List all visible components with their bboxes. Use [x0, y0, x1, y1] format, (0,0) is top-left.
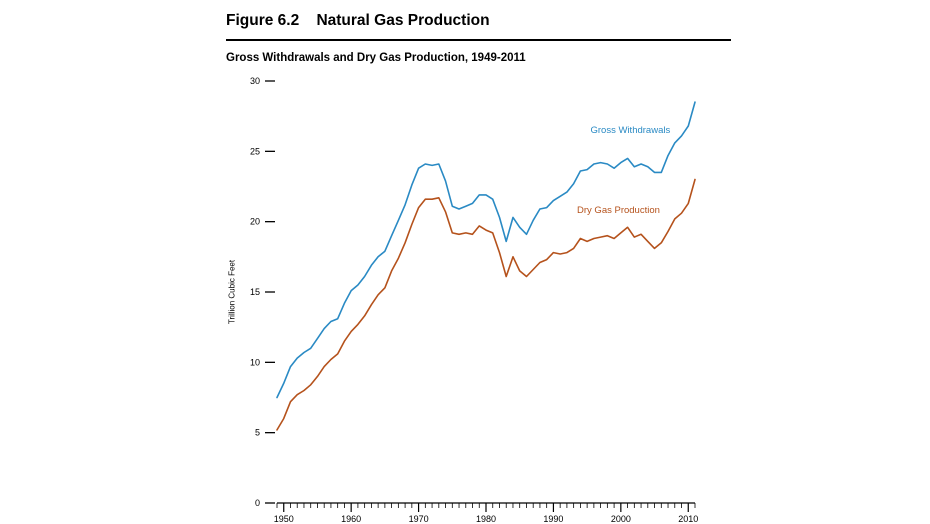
- series-line-1: [276, 178, 696, 431]
- chart-series-labels: Gross Withdrawals Dry Gas Production: [577, 125, 670, 216]
- x-tick-label: 2010: [678, 514, 698, 524]
- y-tick-label: 20: [250, 217, 260, 227]
- x-tick-label: 1950: [274, 514, 294, 524]
- x-tick-label: 1980: [476, 514, 496, 524]
- chart-title: Gross Withdrawals and Dry Gas Production…: [226, 52, 526, 64]
- figure-name: Natural Gas Production: [316, 12, 490, 29]
- title-rule: [226, 39, 731, 41]
- y-tick-label: 30: [250, 76, 260, 86]
- series-label-0: Gross Withdrawals: [591, 125, 671, 136]
- series-line-0: [276, 101, 696, 399]
- x-tick-label: 1990: [543, 514, 563, 524]
- y-tick-label: 10: [250, 357, 260, 367]
- figure-title: Figure 6.2 Natural Gas Production: [226, 12, 490, 30]
- x-tick-label: 2000: [611, 514, 631, 524]
- y-tick-label: 15: [250, 287, 260, 297]
- figure-number: Figure 6.2: [226, 12, 300, 29]
- y-tick-label: 25: [250, 146, 260, 156]
- chart-axes: 0 5 10 15 20 25 30 1950 1960 1970 1980 1990 2000 2010: [250, 76, 698, 524]
- x-tick-label: 1970: [409, 514, 429, 524]
- chart-series: [276, 101, 696, 431]
- y-tick-label: 0: [255, 498, 260, 508]
- series-label-1: Dry Gas Production: [577, 205, 660, 216]
- x-tick-label: 1960: [341, 514, 361, 524]
- y-tick-label: 5: [255, 428, 260, 438]
